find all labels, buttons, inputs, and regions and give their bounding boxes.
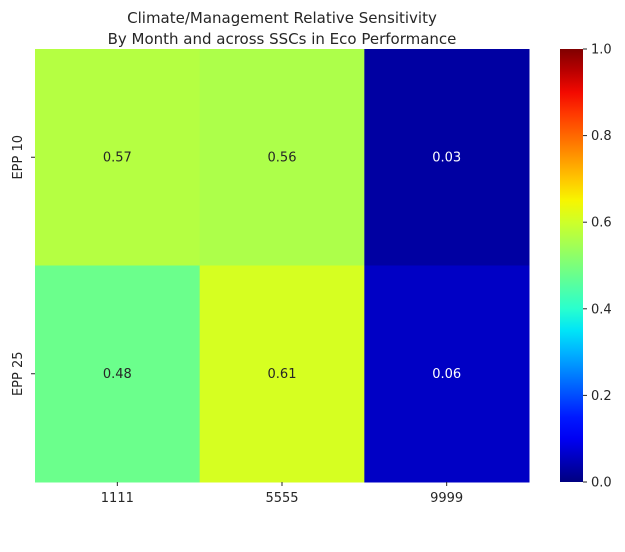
colorbar-tick-label: 0.2: [591, 389, 612, 404]
x-tick-label: 1111: [101, 491, 134, 506]
x-tick-label: 9999: [430, 491, 463, 506]
cell-value-label: 0.57: [103, 150, 132, 165]
cell-value-label: 0.61: [268, 367, 297, 382]
y-tick-label: EPP 10: [11, 135, 26, 180]
colorbar-tick-label: 0.4: [591, 302, 612, 317]
heatmap-cell: [35, 49, 201, 266]
colorbar-tick-label: 1.0: [591, 43, 612, 58]
cell-value-label: 0.56: [268, 150, 297, 165]
colorbar: [560, 49, 583, 482]
colorbar-tick-label: 0.8: [591, 129, 612, 144]
heatmap-cell: [35, 265, 201, 483]
colorbar-tick-label: 0.0: [591, 476, 612, 491]
cell-value-label: 0.03: [432, 150, 461, 165]
heatmap-cell: [199, 49, 365, 266]
x-tick-label: 5555: [265, 491, 298, 506]
cell-value-label: 0.48: [103, 367, 132, 382]
heatmap-cell: [364, 49, 530, 266]
y-tick-label: EPP 25: [11, 351, 26, 396]
cell-value-label: 0.06: [432, 367, 461, 382]
chart-title-line-2: By Month and across SSCs in Eco Performa…: [108, 30, 457, 48]
heatmap-cell: [199, 265, 365, 483]
colorbar-tick-label: 0.6: [591, 216, 612, 231]
chart-title-line-1: Climate/Management Relative Sensitivity: [127, 9, 437, 27]
heatmap-cell: [364, 265, 530, 483]
